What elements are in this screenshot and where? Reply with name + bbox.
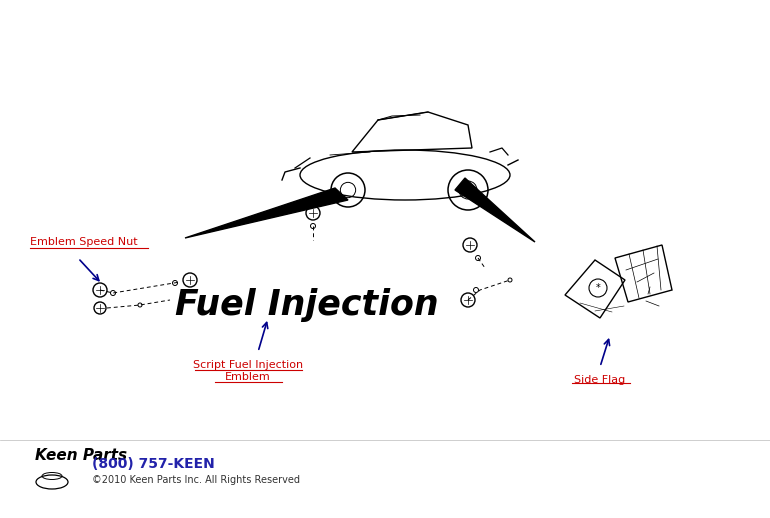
Text: Keen Parts: Keen Parts [35,448,127,463]
Text: Emblem Speed Nut: Emblem Speed Nut [30,237,138,247]
Polygon shape [455,178,535,242]
Text: ©2010 Keen Parts Inc. All Rights Reserved: ©2010 Keen Parts Inc. All Rights Reserve… [92,475,300,485]
Text: Side Flag: Side Flag [574,375,625,385]
Text: Emblem: Emblem [225,372,271,382]
Text: Fuel Injection: Fuel Injection [175,288,439,322]
Text: (800) 757-KEEN: (800) 757-KEEN [92,457,215,471]
Text: *: * [596,283,601,293]
Polygon shape [185,188,348,238]
Text: Script Fuel Injection: Script Fuel Injection [193,360,303,370]
